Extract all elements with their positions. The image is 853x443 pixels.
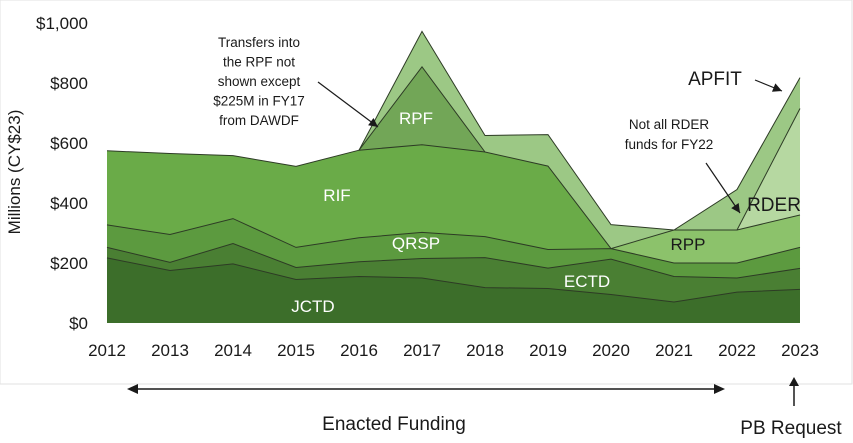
outline-rder: [736, 108, 801, 231]
y-axis-ticks: $0 $200 $400 $600 $800 $1,000: [36, 14, 88, 333]
outline-jctd: [106, 257, 801, 303]
x-tick-label: 2012: [88, 341, 126, 360]
enacted-funding-label: Enacted Funding: [322, 414, 466, 435]
x-tick-label: 2023: [781, 341, 819, 360]
series-label-ectd: ECTD: [564, 272, 610, 291]
series-label-rpp: RPP: [671, 235, 706, 254]
x-tick-label: 2013: [151, 341, 189, 360]
series-label-rpf: RPF: [399, 109, 433, 128]
x-axis-ticks: 2012 2013 2014 2015 2016 2017 2018 2019 2020 2021…: [88, 341, 819, 360]
area-rpp: [107, 144, 800, 263]
apfit-label-arrow: [754, 79, 783, 92]
outline-rpf: [358, 65, 486, 153]
x-tick-label: 2019: [529, 341, 567, 360]
y-tick-label: $800: [50, 74, 88, 93]
series-label-qrsp: QRSP: [392, 234, 440, 253]
y-tick-label: $1,000: [36, 14, 88, 33]
area-layers: [107, 31, 800, 323]
x-tick-label: 2014: [214, 341, 252, 360]
outline-ectd: [106, 242, 801, 279]
annotation-rpf-note: Transfers into the RPF not shown except $22…: [213, 35, 305, 128]
series-label-rif: RIF: [323, 186, 350, 205]
rder-note-arrow: [705, 162, 741, 214]
area-outlines: [106, 30, 801, 303]
pb-request-label: PB Request: [740, 418, 842, 439]
outline-qrsp: [106, 218, 801, 264]
y-tick-label: $200: [50, 254, 88, 273]
x-tick-label: 2018: [466, 341, 504, 360]
series-label-rder: RDER: [747, 195, 801, 216]
x-tick-label: 2020: [592, 341, 630, 360]
x-tick-label: 2021: [655, 341, 693, 360]
y-tick-label: $0: [69, 314, 88, 333]
x-tick-label: 2022: [718, 341, 756, 360]
outline-apfit: [358, 30, 801, 231]
annotations: Transfers into the RPF not shown except $22…: [213, 35, 783, 214]
area-ectd: [107, 243, 800, 302]
outline-rpp: [610, 214, 801, 250]
annotation-rder-note: Not all RDER funds for FY22: [625, 117, 714, 152]
series-labels: JCTD ECTD QRSP RIF RPP RDER RPF APFIT: [291, 69, 801, 316]
y-tick-label: $400: [50, 194, 88, 213]
series-label-apfit: APFIT: [688, 69, 742, 90]
series-label-jctd: JCTD: [291, 297, 334, 316]
x-tick-label: 2015: [277, 341, 315, 360]
y-axis-label: Millions (CY$23): [5, 110, 24, 235]
rpf-note-arrow: [317, 81, 379, 128]
pb-request-arrow: [789, 377, 799, 406]
x-tick-label: 2017: [403, 341, 441, 360]
area-apfit: [107, 31, 800, 249]
area-jctd: [107, 257, 800, 323]
area-rif: [107, 144, 800, 263]
plot-frame: [0, 0, 853, 385]
y-tick-label: $600: [50, 134, 88, 153]
x-tick-label: 2016: [340, 341, 378, 360]
enacted-funding-arrow: [127, 384, 725, 394]
